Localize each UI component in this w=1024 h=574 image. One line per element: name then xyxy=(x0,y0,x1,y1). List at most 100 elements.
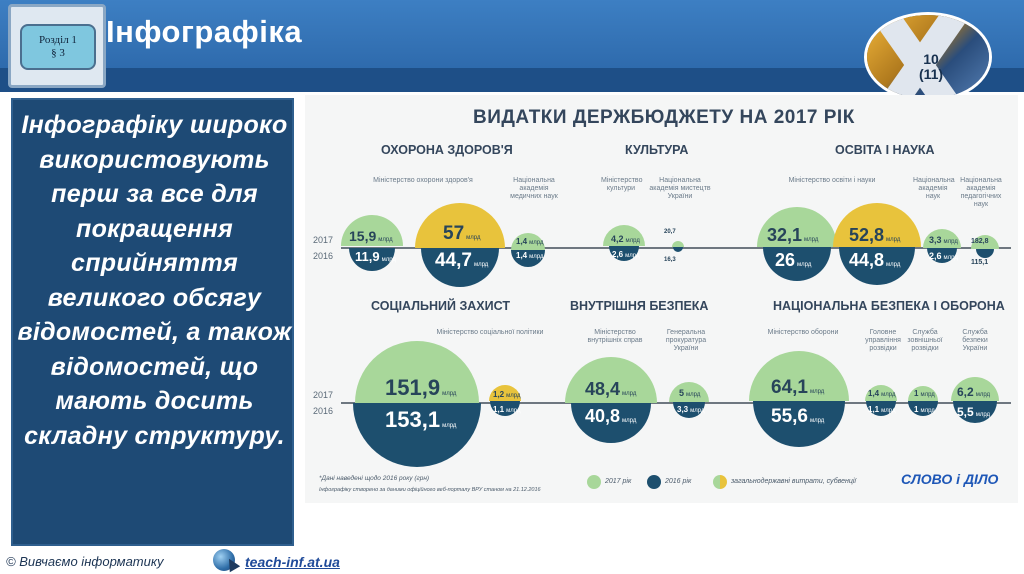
value-edu-total-2017: 52,8 млрд xyxy=(849,225,901,245)
value-def-sbu-2017: 6,2 млрд xyxy=(957,385,991,399)
value-edu-ministry-2016: 26 млрд xyxy=(775,250,812,270)
legend-label-2016: 2016 рік xyxy=(665,478,692,485)
circle-edu-academy-2016 xyxy=(927,248,957,263)
value-edu-ped-2016: 115,1 xyxy=(971,259,989,266)
value-culture-ministry-2017: 4,2 млрд xyxy=(611,234,640,244)
page-title: Інфографіка xyxy=(106,14,303,49)
value-social-other-2016: 1,1 млрд xyxy=(493,405,521,414)
circle-culture-academy-2016 xyxy=(673,247,683,252)
value-health-total-2016: 44,7 млрд xyxy=(435,250,489,271)
textbook-logo xyxy=(864,12,992,102)
header-bar xyxy=(0,0,1024,70)
value-health-academy-2016: 1,4 млрд xyxy=(516,251,544,260)
infographic-title: ВИДАТКИ ДЕРЖБЮДЖЕТУ НА 2017 РІК xyxy=(473,107,855,128)
value-social-ministry-2016: 153,1 млрд xyxy=(385,407,457,432)
value-def-foreign-2016: 1 млрд xyxy=(914,405,935,414)
section-badge: Розділ 1 § 3 xyxy=(20,24,96,70)
legend-swatch-general xyxy=(713,475,727,489)
circle-edu-academy-2017 xyxy=(923,229,961,248)
label-social-ministry: Міністерство соціальної політики xyxy=(436,329,544,336)
label-health-academy: Національна академія медичних наук xyxy=(510,177,558,200)
circle-health-ministry-2016 xyxy=(349,248,395,271)
value-edu-academy-2017: 3,3 млрд xyxy=(929,235,958,245)
footer-copyright: © Вивчаємо інформатику xyxy=(6,554,164,569)
infographic-image: ВИДАТКИ ДЕРЖБЮДЖЕТУ НА 2017 РІК ОХОРОНА … xyxy=(305,95,1018,503)
circle-def-foreign-2017 xyxy=(908,386,938,401)
year-2017-row2: 2017 xyxy=(313,390,334,400)
circle-culture-ministry-2016 xyxy=(609,246,639,261)
legend-label-general: загальнодержавні витрати, субвенції xyxy=(731,478,856,485)
legend-swatch-2016 xyxy=(647,475,661,489)
value-culture-ministry-2016: 2,6 млрд xyxy=(612,250,640,259)
section-health: ОХОРОНА ЗДОРОВ'Я xyxy=(381,143,513,157)
circle-def-intel-2017 xyxy=(865,385,897,401)
label-def-foreign: Служба зовнішньої розвідки xyxy=(907,329,943,352)
value-edu-academy-2016: 2,6 млрд xyxy=(929,251,958,261)
label-def-sbu: Служба безпеки України xyxy=(962,329,988,352)
circle-def-intel-2016 xyxy=(866,401,896,416)
circle-health-academy-2016 xyxy=(511,250,545,267)
year-2016-row1: 2016 xyxy=(313,251,334,261)
legend-swatch-2017 xyxy=(587,475,601,489)
year-2017-row1: 2017 xyxy=(313,235,334,245)
circle-health-academy-2017 xyxy=(511,233,545,250)
section-education: ОСВІТА І НАУКА xyxy=(835,143,935,157)
section-label: Розділ 1 xyxy=(39,34,77,46)
label-edu-academy: Національна академія наук xyxy=(913,177,955,200)
footnote-1: *Дані наведені щодо 2016 року (грн) xyxy=(319,475,430,482)
value-edu-ped-2017: 182,8 xyxy=(971,238,989,245)
section-defense: НАЦІОНАЛЬНА БЕЗПЕКА І ОБОРОНА xyxy=(773,299,1005,313)
section-social: СОЦІАЛЬНИЙ ЗАХИСТ xyxy=(371,299,510,313)
footer-link[interactable]: teach-inf.at.ua xyxy=(245,554,340,570)
label-culture-ministry: Міністерство культури xyxy=(601,177,643,192)
globe-icon xyxy=(213,549,235,571)
value-sec-prosecutor-2016: 3,3 млрд xyxy=(677,405,705,414)
value-sec-ministry-2017: 48,4 млрд xyxy=(585,379,637,399)
body-text: Інфографіку широко використовують перш з… xyxy=(17,111,292,450)
circle-culture-academy-2017 xyxy=(672,241,684,247)
circle-social-other-2016 xyxy=(490,401,520,416)
value-sec-ministry-2016: 40,8 млрд xyxy=(585,406,637,426)
grade-number-alt: (11) xyxy=(918,66,944,82)
value-culture-academy-2017: 20,7 xyxy=(664,229,676,235)
value-def-intel-2017: 1,4 млрд xyxy=(868,389,896,398)
value-edu-ministry-2017: 32,1 млрд xyxy=(767,225,819,245)
grade-number: 10 xyxy=(923,51,939,67)
label-health-ministry: Міністерство охорони здоров'я xyxy=(373,177,473,184)
value-sec-prosecutor-2017: 5 млрд xyxy=(679,388,701,398)
label-edu-ped: Національна академія педагогічних наук xyxy=(960,177,1002,208)
label-sec-prosecutor: Генеральна прокуратура України xyxy=(665,329,707,352)
label-culture-academy: Національна академія мистецтв України xyxy=(649,177,711,200)
value-health-academy-2017: 1,4 млрд xyxy=(516,237,544,246)
section-culture: КУЛЬТУРА xyxy=(625,143,689,157)
grade-badge: 10 (11) xyxy=(914,52,948,82)
label-sec-ministry: Міністерство внутрішніх справ xyxy=(587,329,643,344)
brand-logo: СЛОВО і ДІЛО xyxy=(901,471,999,487)
section-security: ВНУТРІШНЯ БЕЗПЕКА xyxy=(570,299,709,313)
value-edu-total-2016: 44,8 млрд xyxy=(849,250,901,270)
circle-culture-ministry-2017 xyxy=(603,225,645,246)
label-def-ministry: Міністерство оборони xyxy=(767,329,839,336)
circle-sec-prosecutor-2017 xyxy=(669,382,709,402)
value-health-total-2017: 57 млрд xyxy=(443,223,481,244)
label-edu-ministry: Міністерство освіти і науки xyxy=(788,177,876,184)
value-social-other-2017: 1,2 млрд xyxy=(493,390,521,399)
circle-sec-prosecutor-2016 xyxy=(673,402,705,418)
value-health-ministry-2016: 11,9 млрд xyxy=(355,249,396,264)
circle-social-other-2017 xyxy=(489,385,521,401)
value-def-intel-2016: 1,1 млрд xyxy=(868,405,896,414)
text-block: Інфографіку широко використовують перш з… xyxy=(11,98,294,546)
header-bottom-bar xyxy=(0,68,1024,92)
year-2016-row2: 2016 xyxy=(313,406,334,416)
value-culture-academy-2016: 16,3 xyxy=(664,257,676,263)
label-def-intel: Головне управління розвідки xyxy=(865,329,901,352)
circle-edu-ped-2016 xyxy=(976,249,994,258)
footnote-2: Інфографіку створено за даними офіційног… xyxy=(319,487,541,493)
value-def-ministry-2016: 55,6 млрд xyxy=(771,406,825,427)
value-def-foreign-2017: 1 млрд xyxy=(914,389,935,398)
value-health-ministry-2017: 15,9 млрд xyxy=(349,228,393,244)
legend-label-2017: 2017 рік xyxy=(605,478,632,485)
paragraph-label: § 3 xyxy=(51,47,65,59)
value-def-ministry-2017: 64,1 млрд xyxy=(771,377,825,398)
